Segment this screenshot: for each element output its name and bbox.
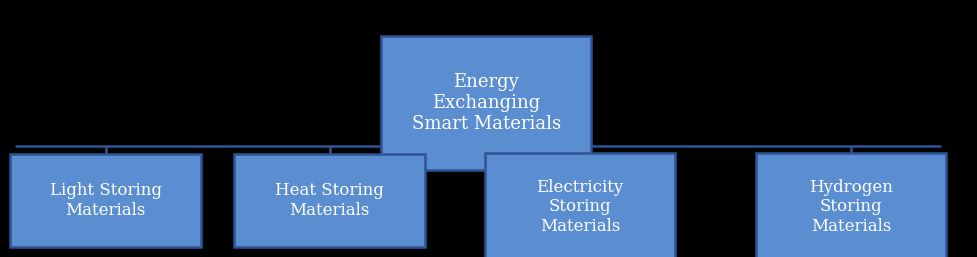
Text: Heat Storing
Materials: Heat Storing Materials <box>275 182 384 219</box>
FancyBboxPatch shape <box>234 154 424 247</box>
Text: Hydrogen
Storing
Materials: Hydrogen Storing Materials <box>808 179 892 235</box>
FancyBboxPatch shape <box>10 154 201 247</box>
FancyBboxPatch shape <box>484 153 674 257</box>
Text: Energy
Exchanging
Smart Materials: Energy Exchanging Smart Materials <box>411 73 560 133</box>
Text: Light Storing
Materials: Light Storing Materials <box>50 182 161 219</box>
Text: Electricity
Storing
Materials: Electricity Storing Materials <box>535 179 623 235</box>
FancyBboxPatch shape <box>381 36 590 170</box>
FancyBboxPatch shape <box>754 153 946 257</box>
